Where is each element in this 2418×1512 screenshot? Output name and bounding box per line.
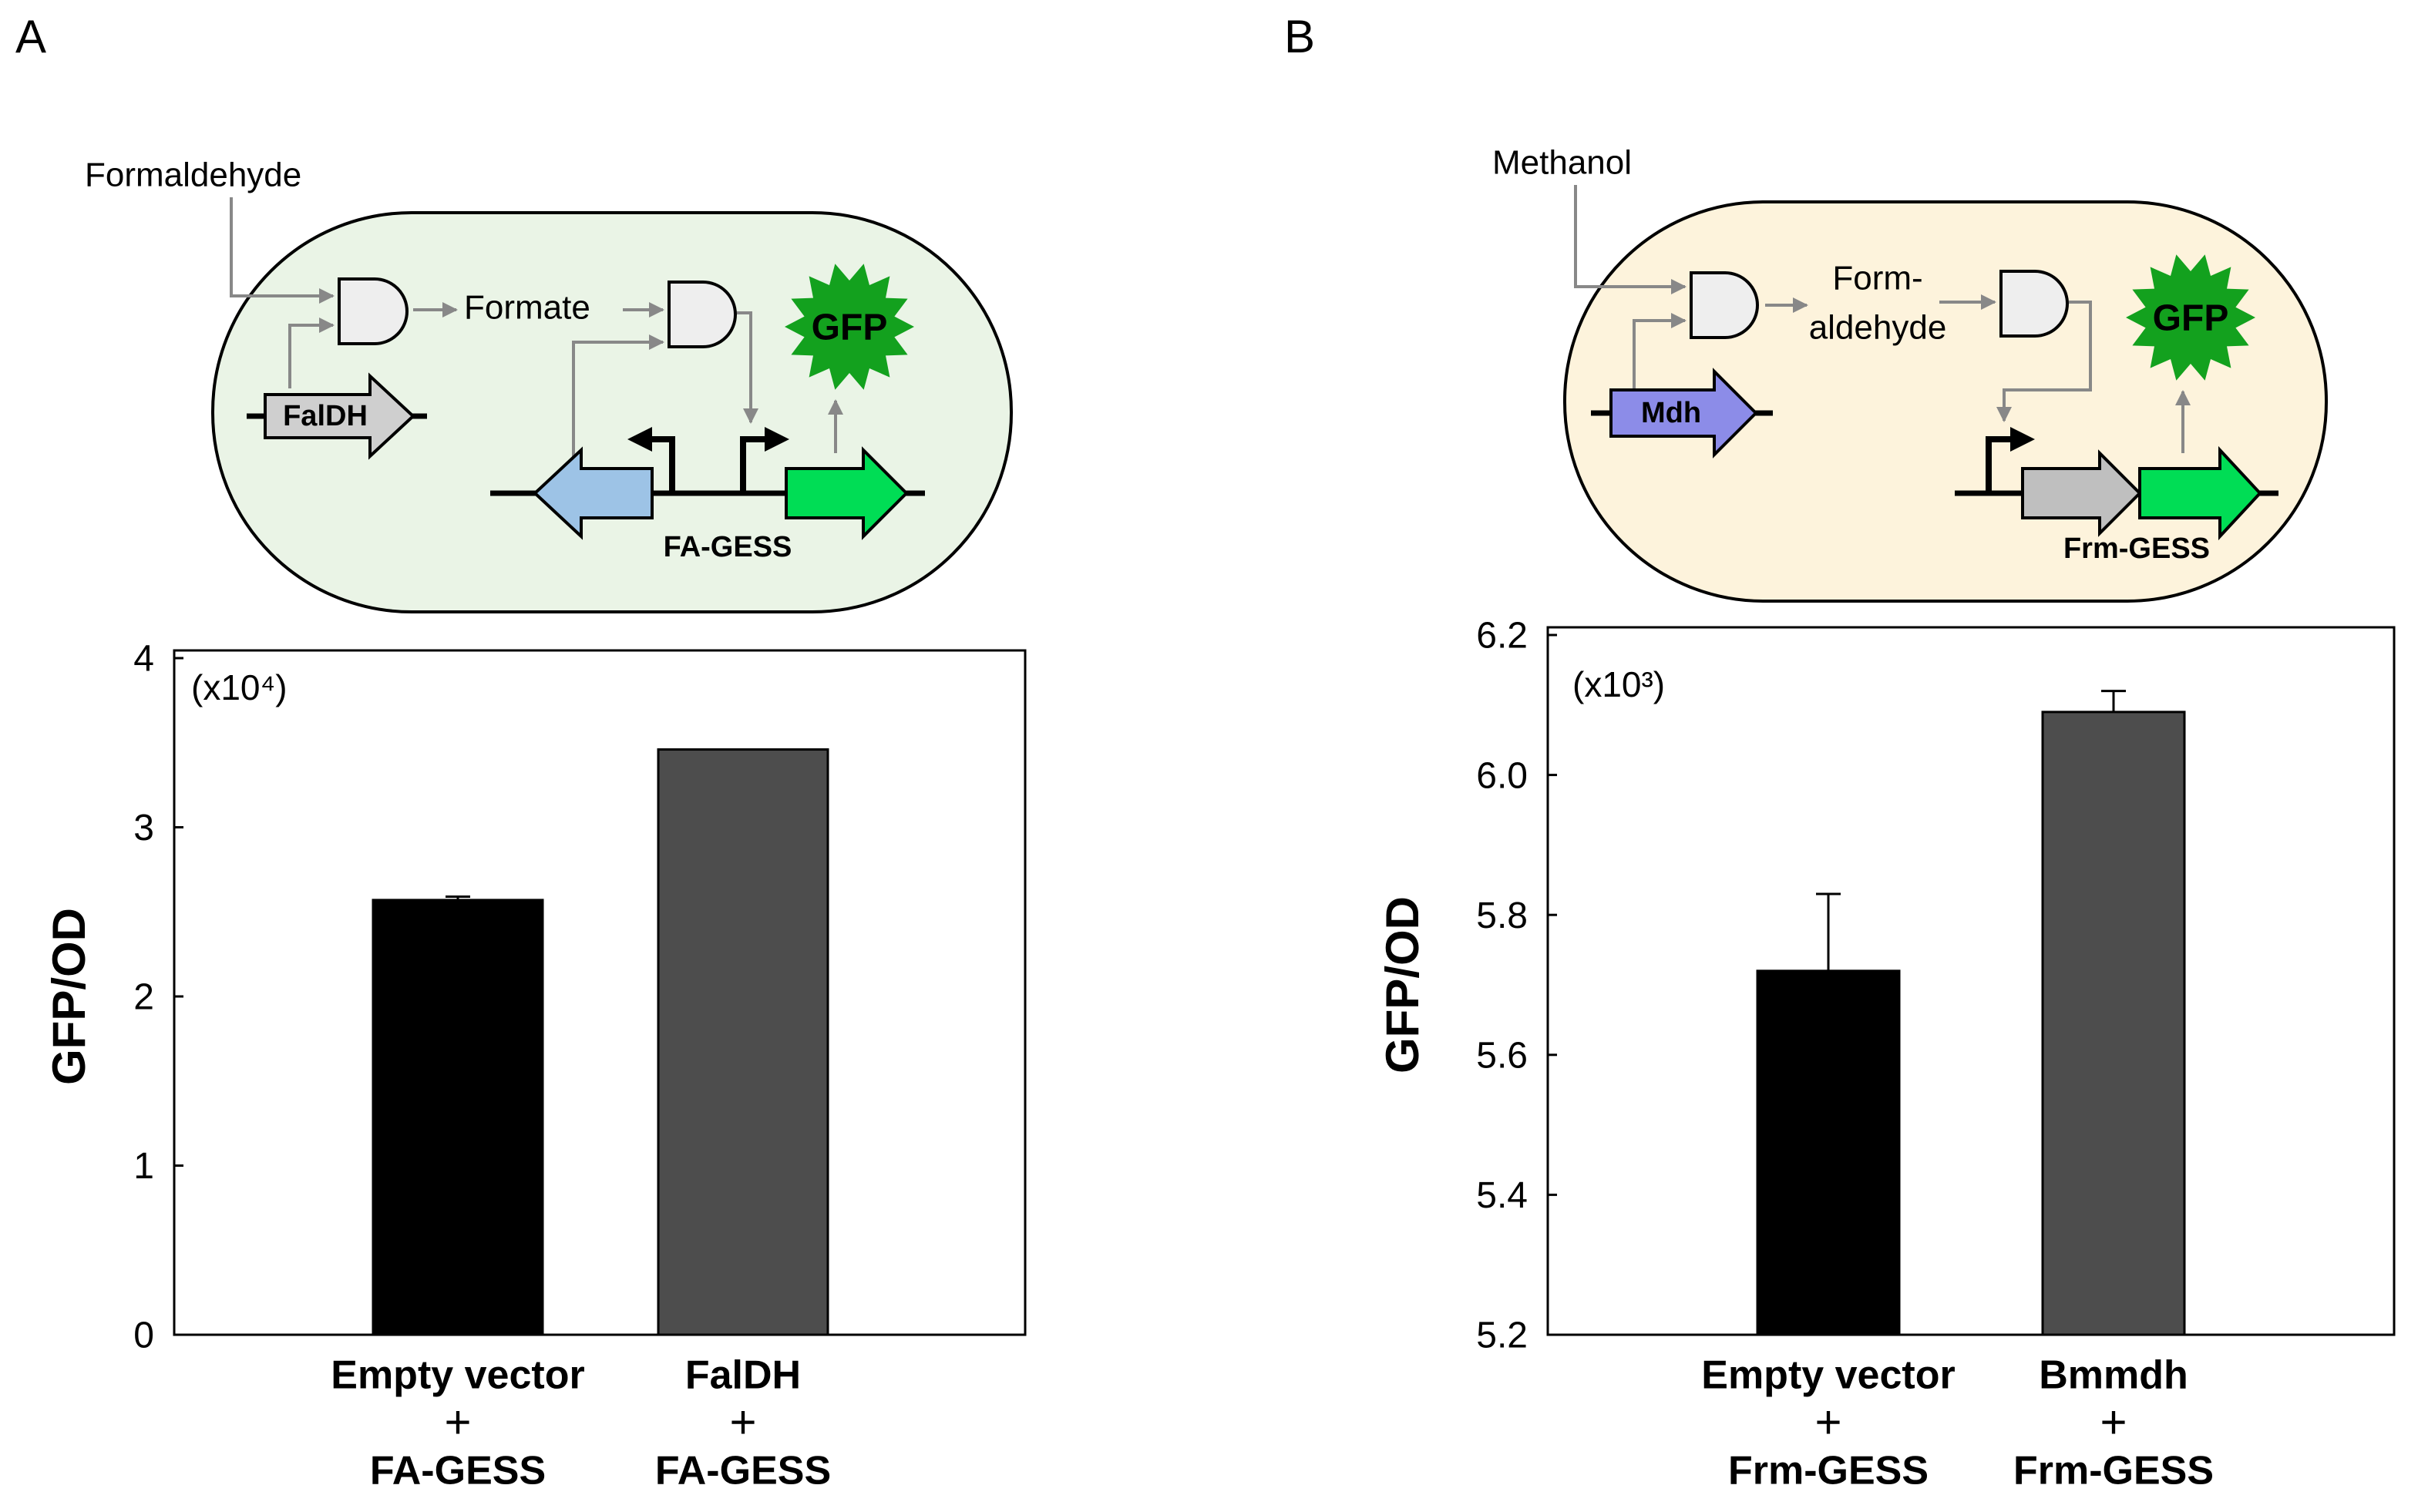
gfp-star [2126, 254, 2255, 381]
arrow [572, 334, 664, 469]
diagram-b: Methanol Form- aldehyde GFP Mdh Frm-GESS [1492, 144, 2328, 603]
gene [785, 446, 909, 540]
y-tick-label: 1 [133, 1146, 154, 1187]
promoter [740, 427, 789, 493]
sensor-label: FA-GESS [664, 531, 792, 563]
x-tick-label: Frm-GESS [1728, 1449, 1929, 1494]
x-tick-label: Bmmdh [2039, 1353, 2188, 1398]
reporter-label: GFP [2153, 298, 2229, 339]
y-tick-label: 5.6 [1476, 1035, 1528, 1076]
promoter [1986, 427, 2035, 493]
arrow [230, 197, 335, 304]
bar [657, 748, 829, 1336]
y-tick-label: 0 [133, 1315, 154, 1356]
input-label: Formaldehyde [85, 156, 301, 194]
y-tick-label: 4 [133, 639, 154, 680]
gfp-star [785, 264, 914, 390]
gene [533, 446, 654, 540]
bar [372, 899, 544, 1336]
intermediate-label: Formate [464, 289, 590, 327]
bar [1756, 969, 1901, 1336]
y-axis-label: GFP/OD [43, 908, 95, 1085]
input-label: Methanol [1492, 144, 1632, 182]
x-tick-label: Empty vector [1701, 1353, 1955, 1398]
y-tick-label: 3 [133, 808, 154, 848]
x-tick-label: + [444, 1396, 471, 1448]
reporter-label: GFP [812, 307, 888, 348]
gate [1999, 270, 2069, 338]
promoter [627, 427, 675, 493]
plot-frame [1546, 626, 2396, 1336]
gate [338, 277, 409, 345]
arrow [1633, 313, 1687, 388]
intermediate-label: Form- [1832, 260, 1922, 297]
x-tick-label: Frm-GESS [2013, 1449, 2214, 1494]
diagram-a: Formaldehyde Formate GFP FalDH FA-GESS [85, 156, 1013, 613]
x-tick-label: FA-GESS [655, 1449, 831, 1494]
y-tick-label: 5.4 [1476, 1175, 1528, 1216]
panel-label: B [1284, 11, 1315, 62]
y-tick-label: 2 [133, 977, 154, 1018]
arrow [1996, 301, 2092, 422]
y-tick-label: 6.0 [1476, 755, 1528, 796]
gene-label: FalDH [283, 400, 368, 432]
sensor-label: Frm-GESS [2063, 533, 2210, 565]
x-tick-label: Empty vector [331, 1353, 584, 1398]
x-tick-label: FalDH [685, 1353, 801, 1398]
gene [1609, 368, 1758, 459]
gate [668, 281, 737, 348]
y-tick-label: 6.2 [1476, 616, 1528, 657]
arrow [737, 311, 758, 424]
x-tick-label: + [729, 1396, 756, 1448]
panel-label: A [15, 11, 46, 62]
y-tick-label: 5.2 [1476, 1315, 1528, 1356]
x-tick-label: + [1814, 1396, 1841, 1448]
gene [2138, 445, 2262, 541]
arrow [288, 318, 335, 388]
x-tick-label: FA-GESS [370, 1449, 546, 1494]
y-tick-label: 5.8 [1476, 895, 1528, 936]
x-tick-label: + [2100, 1396, 2127, 1448]
gene [264, 372, 415, 460]
bar [2041, 711, 2186, 1336]
gene [2021, 449, 2142, 537]
axis-multiplier: (x10³) [1572, 664, 1665, 704]
gate [1690, 271, 1759, 339]
y-axis-label: GFP/OD [1377, 896, 1428, 1074]
axis-multiplier: (x10⁴) [191, 667, 288, 707]
arrow [1574, 185, 1687, 294]
gene-label: Mdh [1641, 397, 1701, 429]
plot-frame [173, 649, 1027, 1336]
intermediate-label: aldehyde [1809, 309, 1947, 347]
